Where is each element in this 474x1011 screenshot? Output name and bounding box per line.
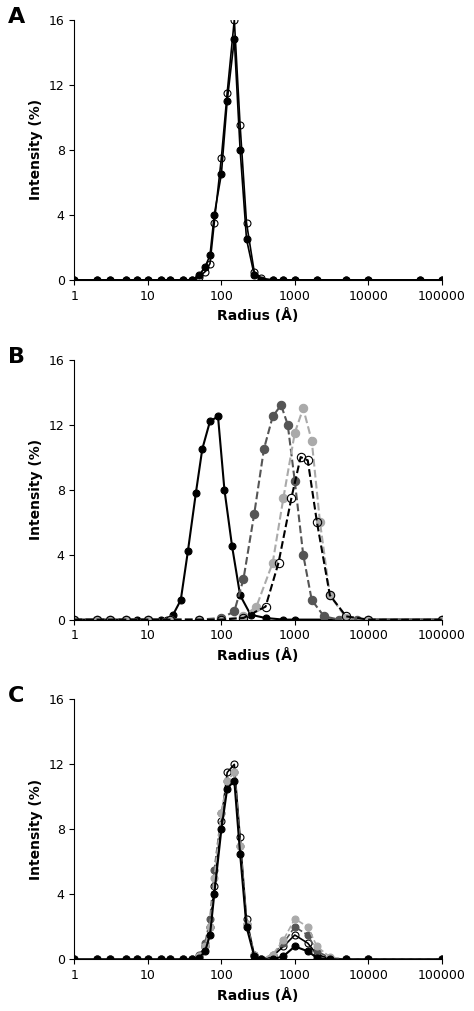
X-axis label: Radius (Å): Radius (Å) xyxy=(218,308,299,324)
Y-axis label: Intensity (%): Intensity (%) xyxy=(29,439,44,540)
Text: A: A xyxy=(9,7,26,26)
Y-axis label: Intensity (%): Intensity (%) xyxy=(29,778,44,880)
Text: B: B xyxy=(9,347,25,367)
X-axis label: Radius (Å): Radius (Å) xyxy=(218,648,299,663)
Text: C: C xyxy=(9,686,25,707)
X-axis label: Radius (Å): Radius (Å) xyxy=(218,988,299,1003)
Y-axis label: Intensity (%): Intensity (%) xyxy=(29,99,44,200)
